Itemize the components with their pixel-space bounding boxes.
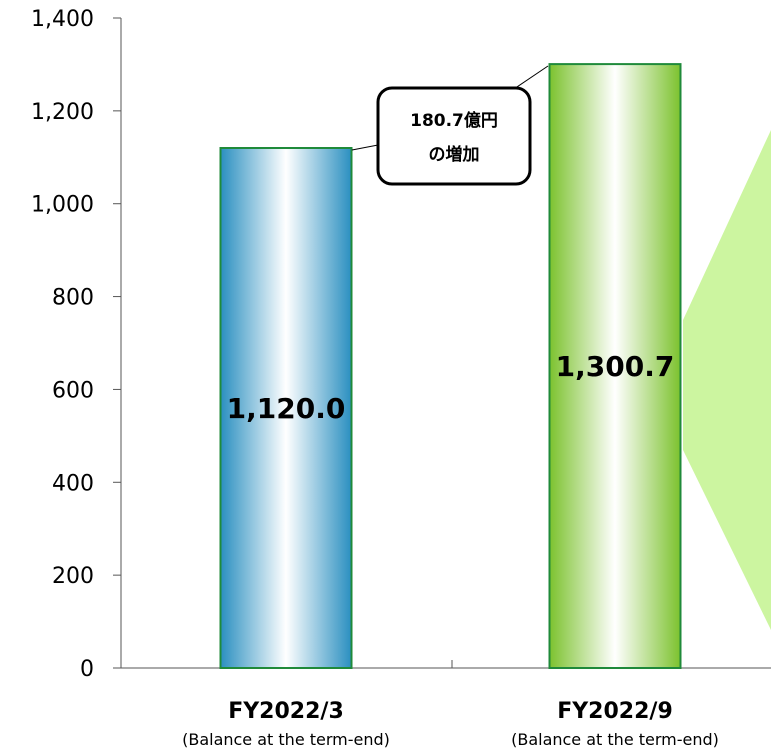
y-tick-label: 1,200 bbox=[31, 100, 94, 125]
category-sublabel-2: (Balance at the term-end) bbox=[511, 730, 719, 749]
callout-line-1: 180.7億円 bbox=[410, 110, 498, 131]
increase-callout: 180.7億円 の増加 bbox=[351, 65, 549, 186]
category-sublabel-1: (Balance at the term-end) bbox=[182, 730, 390, 749]
category-label-2: FY2022/9 bbox=[557, 699, 673, 724]
y-tick-label: 0 bbox=[80, 657, 94, 682]
y-tick-label: 200 bbox=[52, 564, 94, 589]
data-label-2: 1,300.7 bbox=[556, 350, 675, 383]
y-tick-label: 1,400 bbox=[31, 7, 94, 32]
y-tick-label: 400 bbox=[52, 471, 94, 496]
bar-1 bbox=[219, 147, 353, 669]
callout-box bbox=[376, 86, 532, 186]
callout-leader-line bbox=[351, 144, 379, 151]
y-tick-label: 800 bbox=[52, 286, 94, 311]
bar-2 bbox=[548, 63, 682, 669]
increase-arrow-shape bbox=[683, 130, 771, 630]
data-label-1: 1,120.0 bbox=[227, 392, 346, 425]
y-tick-label: 600 bbox=[52, 378, 94, 403]
callout-line-2: の増加 bbox=[429, 144, 480, 165]
category-label-1: FY2022/3 bbox=[228, 699, 344, 724]
y-tick-label: 1,000 bbox=[31, 193, 94, 218]
